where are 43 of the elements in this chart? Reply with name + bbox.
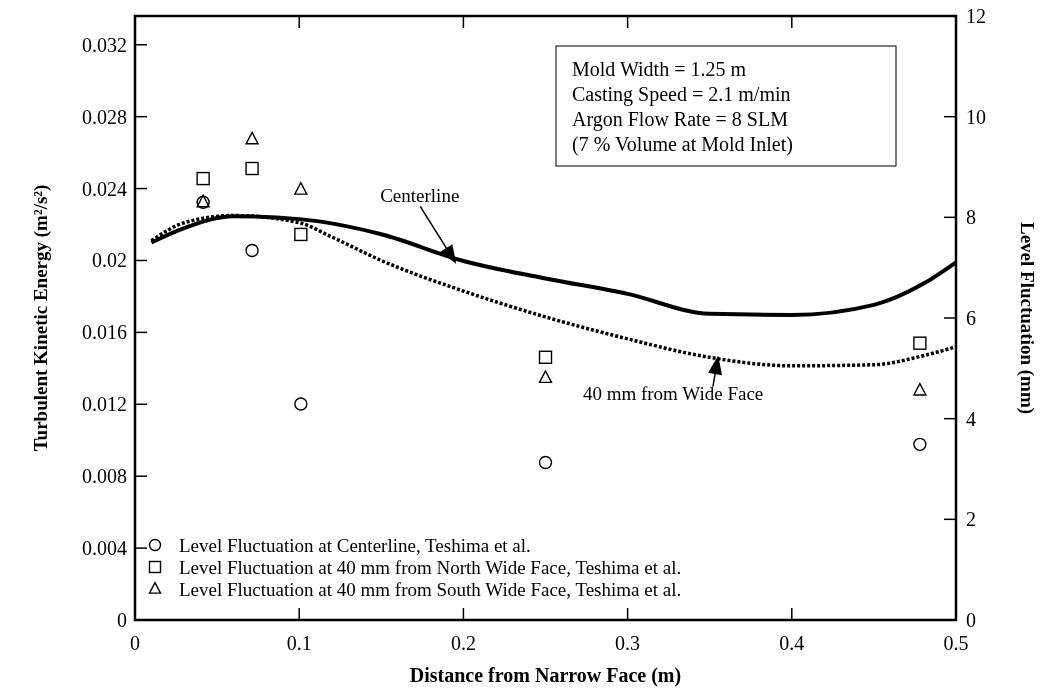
- y2-tick-label: 4: [966, 407, 976, 430]
- y-tick-label: 0.016: [82, 321, 127, 344]
- y2-tick-label: 8: [966, 206, 976, 229]
- legend-label: Level Fluctuation at 40 mm from North Wide Face, Teshima et al.: [179, 556, 682, 578]
- legend-label: Level Fluctuation at Centerline, Teshima et al.: [179, 534, 531, 556]
- point: [245, 243, 259, 258]
- legend-label: Level Fluctuation at 40 mm from South Wide Face, Teshima et al.: [179, 578, 682, 600]
- y2-axis-title: Level Fluctuation (mm): [1016, 221, 1038, 415]
- point: [538, 370, 553, 384]
- y-tick-label: 0.004: [82, 537, 127, 560]
- x-axis-title: Distance from Narrow Face (m): [409, 664, 682, 687]
- point: [913, 382, 927, 396]
- point: [294, 397, 308, 411]
- point: [538, 455, 553, 470]
- point: [294, 227, 308, 242]
- y-tick-label: 0.028: [82, 105, 127, 128]
- y2-tick-label: 2: [966, 508, 976, 531]
- x-tick-label: 0.3: [615, 632, 641, 654]
- y2-tick-label: 0: [966, 609, 976, 631]
- x-tick-label: 0.4: [779, 632, 805, 654]
- y-tick-label: 0.008: [82, 465, 127, 488]
- y-tick-label: 0.024: [82, 177, 127, 200]
- point: [245, 161, 259, 176]
- point: [538, 350, 553, 364]
- annotation: Mold Width = 1.25 m Casting Speed = 2.1 m/min Argon Flow Rate = 8 SLM (7 % Volume at Mold Inlet): [572, 58, 793, 156]
- y2-tick-label: 6: [966, 307, 976, 329]
- y2-tick-label: 10: [966, 105, 986, 128]
- point: [913, 437, 927, 452]
- y-tick-label: 0.02: [92, 249, 127, 272]
- x-tick-label: 0.1: [286, 632, 312, 654]
- y-tick-label: 0.032: [82, 33, 127, 56]
- x-tick-label: 0.5: [943, 632, 969, 654]
- annotation: Centerline: [380, 185, 460, 207]
- x-tick-label: 0.2: [450, 632, 476, 654]
- y-tick-label: 0.012: [82, 393, 127, 416]
- point: [196, 171, 210, 186]
- annotation: 40 mm from Wide Face: [582, 382, 764, 404]
- y-axis-title: Turbulent Kinetic Energy (m²/s²): [30, 184, 52, 452]
- point: [913, 336, 927, 350]
- y2-tick-label: 12: [966, 5, 986, 27]
- point: [294, 182, 308, 195]
- y-tick-label: 0: [117, 609, 127, 631]
- point: [245, 131, 259, 145]
